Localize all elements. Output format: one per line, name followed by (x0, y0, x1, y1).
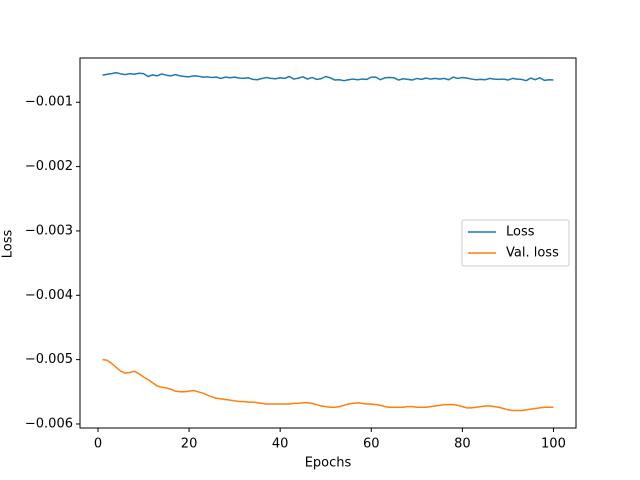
y-tick-label: −0.001 (25, 95, 73, 110)
legend-label: Loss (506, 225, 535, 240)
y-tick-label: −0.004 (25, 288, 73, 303)
y-axis-label: Loss (1, 230, 16, 259)
axes-frame (79, 57, 577, 429)
x-tick-label: 40 (272, 437, 289, 452)
y-tick-label: −0.002 (25, 159, 73, 174)
legend-label: Val. loss (506, 246, 559, 261)
y-tick-label: −0.006 (25, 416, 73, 431)
x-tick-label: 80 (454, 437, 471, 452)
x-tick-label: 20 (181, 437, 198, 452)
x-tick-label: 100 (541, 437, 566, 452)
x-axis-label: Epochs (305, 456, 352, 471)
y-tick-label: −0.003 (25, 223, 73, 238)
y-tick-label: −0.005 (25, 352, 73, 367)
line-series (102, 71, 554, 82)
x-tick-label: 60 (363, 437, 380, 452)
x-tick-label: 0 (94, 437, 102, 452)
line-series (102, 358, 554, 412)
